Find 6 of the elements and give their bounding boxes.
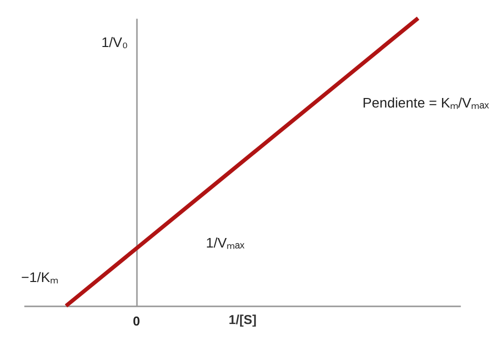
text: 0 [132, 314, 140, 329]
annotation: −1/Kₘ [21, 269, 58, 286]
x-axis-title: 1/[S] [228, 312, 257, 328]
annotation: 1/Vₘₐₓ [206, 234, 245, 250]
annotation: Pendiente = Kₘ/Vₘₐₓ [362, 94, 490, 110]
y-axis-title: 1/V₀ [101, 34, 128, 50]
